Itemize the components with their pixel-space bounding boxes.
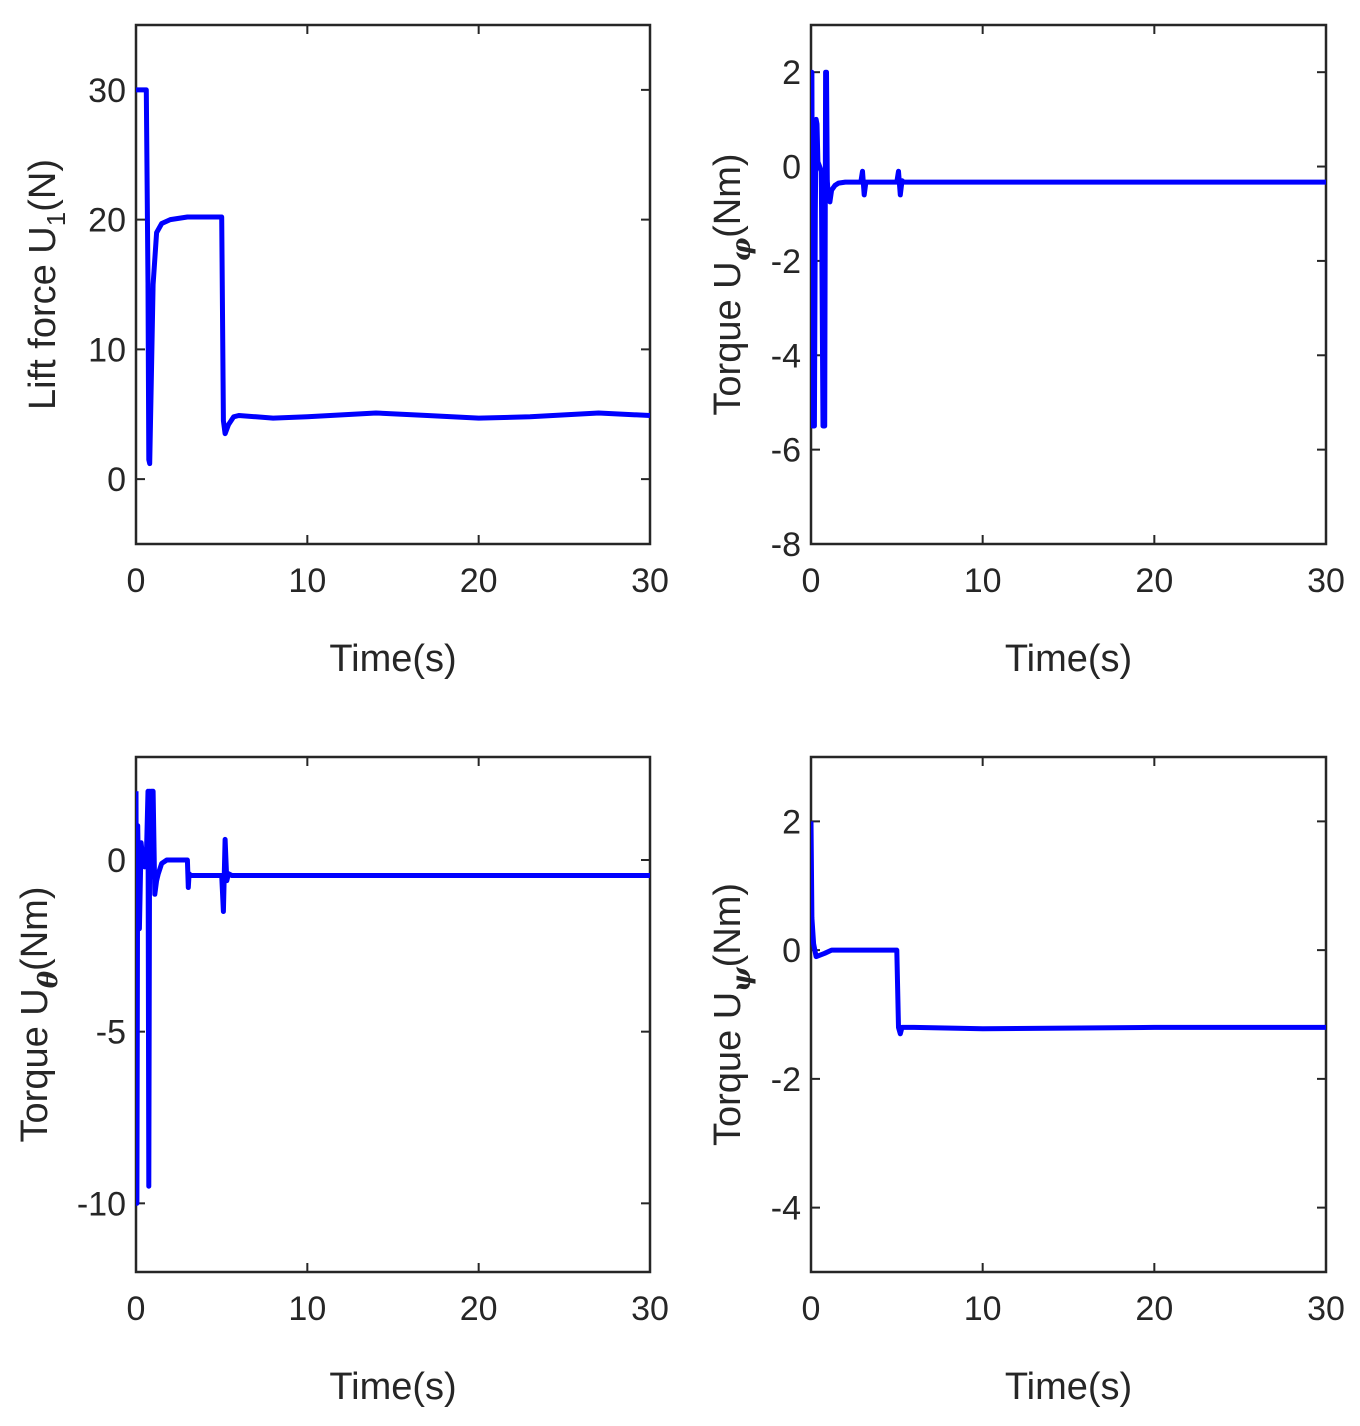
axes-box xyxy=(809,23,1328,546)
x-tick-label: 30 xyxy=(631,1290,669,1328)
y-tick-label: 2 xyxy=(782,803,801,841)
x-tick-label: 20 xyxy=(1135,562,1173,600)
y-tick-label: 0 xyxy=(782,932,801,970)
x-tick-label: 20 xyxy=(460,1290,498,1328)
x-tick-label: 0 xyxy=(127,1290,146,1328)
y-tick-label: -2 xyxy=(771,243,801,281)
y-tick-label: -4 xyxy=(771,337,801,375)
y-axis-label: Torque Uψ(Nm) xyxy=(707,883,757,1146)
chart-panel-3: 0 10 20 30 -10 -5 0 Time(s) Torque Uθ(Nm) xyxy=(14,755,669,1408)
x-tick-label: 0 xyxy=(802,562,821,600)
x-tick-label: 10 xyxy=(964,1290,1002,1328)
x-axis-label: Time(s) xyxy=(329,1366,456,1408)
chart-panel-4: 0 10 20 30 -4 -2 0 2 Time(s) Torque Uψ(Nm) xyxy=(707,755,1345,1408)
y-tick-label: 30 xyxy=(88,72,126,110)
x-tick-label: 10 xyxy=(288,562,326,600)
y-tick-label: -8 xyxy=(771,526,801,564)
x-axis-label: Time(s) xyxy=(1005,638,1132,680)
chart-panel-2: 0 10 20 30 -8 -6 -4 -2 0 2 Time(s) Torque Uφ(Nm) xyxy=(707,23,1345,680)
series-line-Uphi xyxy=(811,69,1326,429)
y-tick-label: 20 xyxy=(88,202,126,240)
x-axis-label: Time(s) xyxy=(329,638,456,680)
x-tick-label: 10 xyxy=(964,562,1002,600)
y-tick-label: -2 xyxy=(771,1061,801,1099)
y-axis-label: Torque Uθ(Nm) xyxy=(14,887,64,1143)
x-tick-label: 30 xyxy=(1307,562,1345,600)
y-axis-label: Lift force U1(N) xyxy=(22,159,71,410)
y-axis-label: Torque Uφ(Nm) xyxy=(707,153,757,415)
x-axis-label: Time(s) xyxy=(1005,1366,1132,1408)
series-line-Utheta xyxy=(136,788,650,1206)
x-tick-label: 0 xyxy=(127,562,146,600)
y-tick-label: 0 xyxy=(782,149,801,187)
y-tick-label: -4 xyxy=(771,1190,801,1228)
axes-box xyxy=(134,23,652,546)
y-tick-label: 10 xyxy=(88,331,126,369)
x-tick-label: 30 xyxy=(1307,1290,1345,1328)
x-tick-label: 20 xyxy=(1135,1290,1173,1328)
series-line-Upsi xyxy=(811,821,1326,1037)
x-tick-label: 30 xyxy=(631,562,669,600)
x-tick-label: 0 xyxy=(802,1290,821,1328)
axes-box xyxy=(134,755,652,1274)
y-tick-label: 0 xyxy=(107,842,126,880)
y-tick-label: 2 xyxy=(782,54,801,92)
y-tick-label: -6 xyxy=(771,432,801,470)
y-tick-label: -10 xyxy=(77,1185,126,1223)
axes-box xyxy=(809,755,1328,1274)
y-tick-label: 0 xyxy=(107,461,126,499)
chart-panel-1: 0 10 20 30 0 10 20 30 Time(s) Lift force U1(N) xyxy=(22,23,669,680)
x-tick-label: 10 xyxy=(288,1290,326,1328)
x-tick-label: 20 xyxy=(460,562,498,600)
y-tick-label: -5 xyxy=(96,1014,126,1052)
series-line-U1 xyxy=(136,87,650,467)
